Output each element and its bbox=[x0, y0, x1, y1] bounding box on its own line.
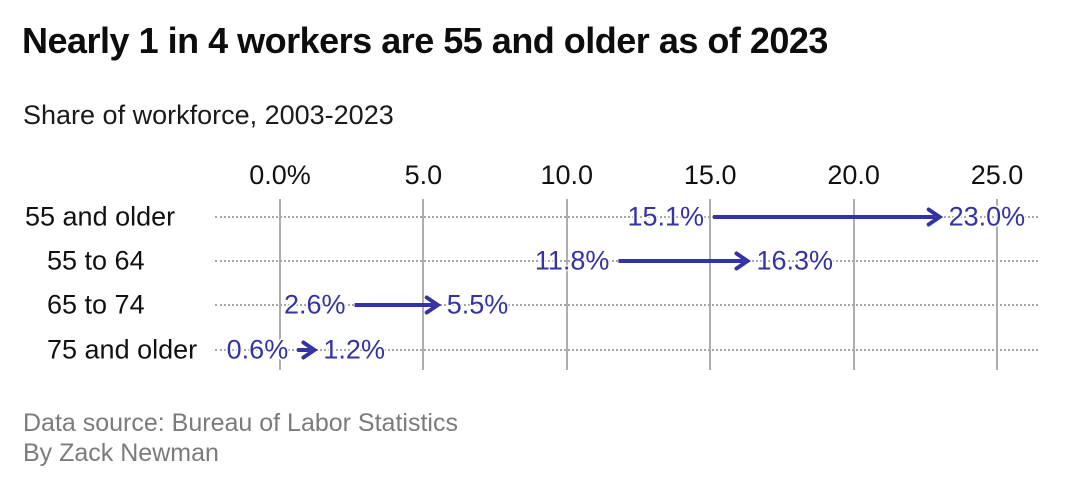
x-tick-label: 10.0 bbox=[540, 160, 594, 190]
start-value-label: 11.8% bbox=[534, 245, 610, 276]
byline: By Zack Newman bbox=[23, 439, 219, 467]
start-value-label: 15.1% bbox=[627, 201, 705, 232]
end-value-label: 16.3% bbox=[756, 245, 834, 276]
x-tick-label: 5.0 bbox=[404, 160, 443, 190]
change-arrow bbox=[354, 295, 442, 315]
chart-subtitle: Share of workforce, 2003-2023 bbox=[23, 100, 394, 130]
gridline bbox=[996, 199, 998, 370]
change-arrow bbox=[297, 340, 318, 360]
row-label: 55 to 64 bbox=[47, 245, 145, 276]
chart-footer: Data source: Bureau of Labor Statistics … bbox=[23, 408, 458, 468]
gridline bbox=[709, 199, 712, 370]
gridline bbox=[565, 199, 568, 370]
row-dotted-line bbox=[215, 304, 1038, 307]
row-label: 65 to 74 bbox=[47, 289, 145, 320]
end-value-label: 1.2% bbox=[323, 334, 385, 365]
start-value-label: 0.6% bbox=[226, 334, 289, 365]
row-dotted-line bbox=[215, 348, 1038, 351]
change-arrow bbox=[713, 207, 944, 227]
x-tick-label: 15.0 bbox=[683, 160, 737, 190]
x-tick-label: 0.0% bbox=[249, 160, 311, 190]
gridline bbox=[279, 199, 281, 370]
row-label: 55 and older bbox=[25, 201, 176, 232]
gridline bbox=[422, 199, 425, 370]
chart-title: Nearly 1 in 4 workers are 55 and older a… bbox=[22, 20, 828, 61]
start-value-label: 2.6% bbox=[284, 289, 346, 320]
row-dotted-line bbox=[215, 216, 1038, 218]
end-value-label: 5.5% bbox=[446, 289, 509, 320]
data-source-note: Data source: Bureau of Labor Statistics bbox=[23, 409, 458, 437]
x-tick-label: 20.0 bbox=[827, 160, 880, 190]
gridline bbox=[852, 199, 855, 370]
change-arrow bbox=[618, 251, 752, 271]
x-tick-label: 25.0 bbox=[970, 160, 1024, 190]
end-value-label: 23.0% bbox=[948, 201, 1026, 232]
row-label: 75 and older bbox=[47, 334, 198, 365]
